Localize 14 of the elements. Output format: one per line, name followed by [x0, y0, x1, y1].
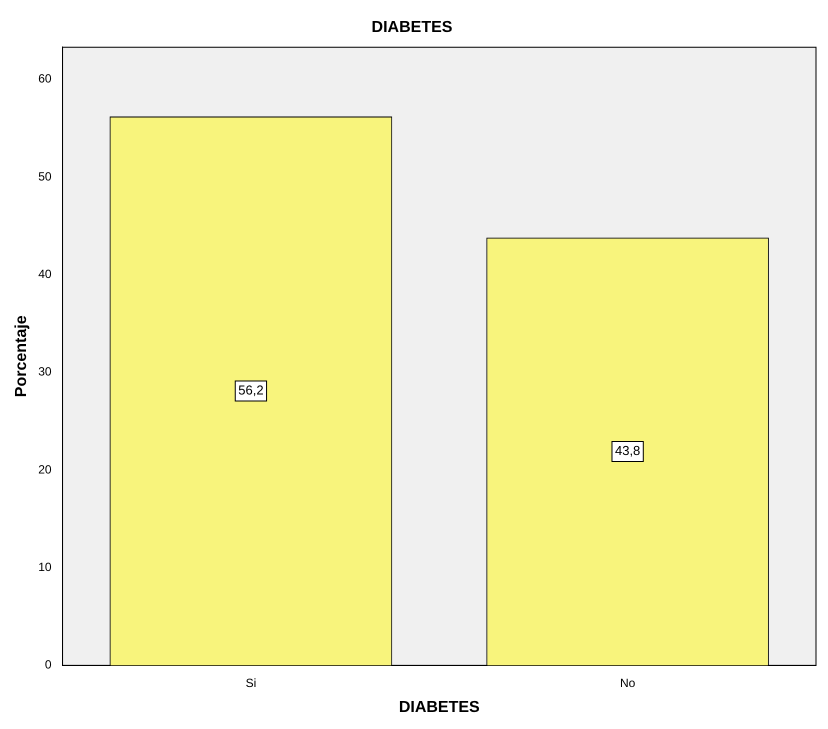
y-tick-label: 50	[38, 169, 52, 184]
data-label: 56,2	[238, 382, 264, 398]
y-axis-title: Porcentaje	[13, 315, 30, 398]
x-tick-label: Si	[246, 676, 256, 690]
y-tick-label: 0	[44, 658, 52, 672]
y-tick-label: 40	[38, 267, 52, 282]
y-tick-label: 10	[38, 560, 52, 574]
y-tick-label: 20	[38, 462, 52, 476]
y-tick-label: 60	[38, 72, 52, 86]
x-tick-label: No	[620, 676, 636, 690]
chart-title: DIABETES	[372, 19, 453, 36]
y-tick-label: 30	[38, 364, 52, 379]
data-label: 43,8	[614, 443, 640, 458]
x-axis-title: DIABETES	[398, 698, 480, 716]
